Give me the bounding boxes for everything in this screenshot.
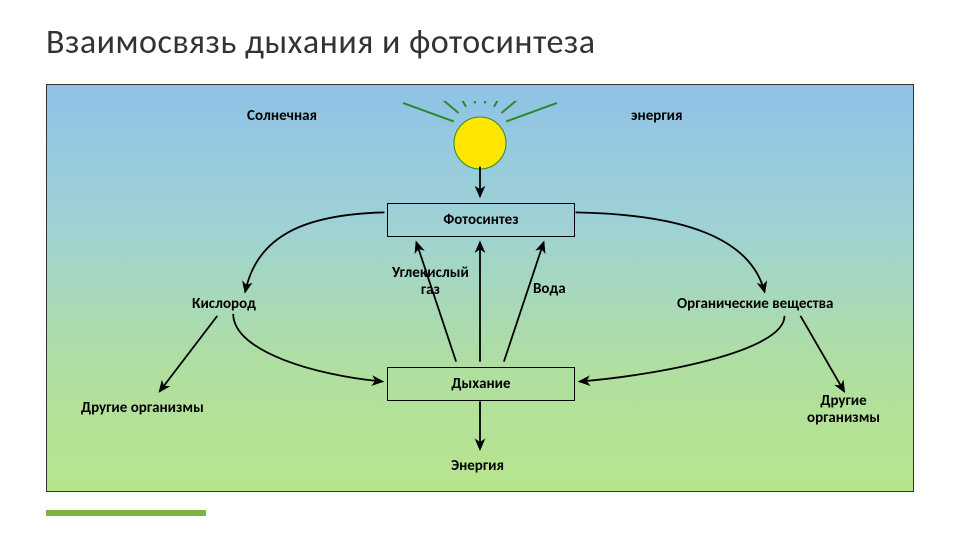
slide-title: Взаимосвязь дыхания и фотосинтеза	[46, 22, 596, 63]
diagram-area: Солнечная энергия Фотосинтез Дыхание Кис…	[46, 84, 914, 492]
arrows-layer	[47, 85, 913, 491]
accent-bar	[46, 510, 206, 516]
